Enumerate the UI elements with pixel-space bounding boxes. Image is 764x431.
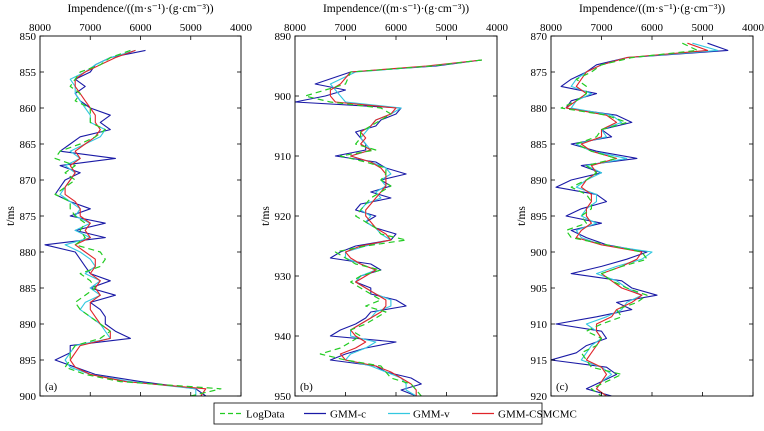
- y-tick-label: 950: [275, 391, 292, 403]
- x-tick-label: 7000: [79, 22, 102, 34]
- series-line-gmm-c: [44, 49, 207, 396]
- legend-item-gmm-c: GMM-c: [304, 409, 366, 421]
- x-tick-label: 6000: [385, 22, 408, 34]
- series-line-gmm-v: [329, 59, 482, 396]
- x-axis-title: Impendence/((m·s⁻¹)·(g·cm⁻³)): [67, 3, 213, 15]
- y-tick-label: 895: [531, 211, 548, 223]
- y-axis-title: t/ms: [260, 206, 272, 226]
- legend-label: GMM-v: [413, 409, 450, 421]
- y-tick-label: 910: [531, 319, 548, 331]
- x-tick-label: 6000: [130, 22, 153, 34]
- series-line-logdata: [54, 49, 222, 396]
- x-tick-label: 4000: [486, 22, 509, 34]
- panel-b: 8000 7000 6000 5000 4000 890 900 910 920 930 940 95…: [260, 3, 509, 403]
- y-tick-label: 920: [275, 211, 292, 223]
- x-tick-label: 5000: [180, 22, 203, 34]
- legend-item-gmm-csmcmc: GMM-CSMCMC: [472, 409, 577, 421]
- x-tick-label: 5000: [436, 22, 459, 34]
- y-tick-label: 940: [275, 331, 292, 343]
- y-tick-label: 920: [531, 391, 548, 403]
- y-tick-label: 850: [20, 31, 37, 43]
- legend-box: [213, 402, 543, 425]
- panel-a: 8000 7000 6000 5000 4000 850 855 860 865 870 875 88…: [5, 3, 253, 403]
- series-line-gmm-csmcmc: [64, 49, 207, 396]
- legend-label: GMM-c: [330, 409, 366, 421]
- y-tick-label: 880: [531, 103, 548, 115]
- y-tick-label: 900: [20, 391, 37, 403]
- y-axis-title: t/ms: [5, 206, 17, 226]
- legend-label: GMM-CSMCMC: [498, 409, 577, 421]
- y-tick-label: 910: [275, 151, 292, 163]
- y-tick-label: 870: [20, 175, 37, 187]
- y-tick-label: 885: [20, 283, 37, 295]
- x-axis-title: Impendence/((m·s⁻¹)·(g·cm⁻³)): [323, 3, 469, 15]
- y-tick-label: 865: [20, 139, 37, 151]
- legend-item-gmm-v: GMM-v: [388, 409, 450, 421]
- panels: 8000 7000 6000 5000 4000 850 855 860 865 870 875 88…: [5, 3, 764, 403]
- series-line-gmm-c: [295, 59, 482, 396]
- x-axis-title: Impendence/((m·s⁻¹)·(g·cm⁻³)): [579, 3, 725, 15]
- x-tick-label: 8000: [540, 22, 563, 34]
- x-tick-label: 4000: [230, 22, 253, 34]
- panel-label: (c): [556, 381, 569, 393]
- legend-item-logdata: LogData: [220, 409, 285, 421]
- x-tick-label: 8000: [284, 22, 307, 34]
- y-tick-label: 915: [531, 355, 548, 367]
- x-tick-label: 7000: [335, 22, 358, 34]
- x-tick-label: 4000: [742, 22, 764, 34]
- series-group: [44, 49, 222, 396]
- y-tick-label: 855: [20, 67, 37, 79]
- series-group: [295, 59, 482, 396]
- y-tick-label: 890: [531, 175, 548, 187]
- y-tick-label: 860: [20, 103, 37, 115]
- y-tick-label: 895: [20, 355, 37, 367]
- series-line-gmm-csmcmc: [565, 42, 709, 396]
- y-tick-label: 890: [20, 319, 37, 331]
- panel-label: (a): [45, 381, 58, 393]
- y-tick-label: 875: [20, 211, 37, 223]
- y-tick-label: 930: [275, 271, 292, 283]
- y-tick-label: 880: [20, 247, 37, 259]
- x-tick-label: 8000: [29, 22, 52, 34]
- panel-label: (b): [300, 381, 313, 393]
- y-tick-label: 890: [275, 31, 292, 43]
- series-group: [551, 42, 729, 396]
- series-line-gmm-c: [551, 42, 729, 396]
- y-tick-label: 885: [531, 139, 548, 151]
- x-tick-label: 7000: [591, 22, 614, 34]
- x-tick-label: 5000: [692, 22, 715, 34]
- y-axis-title: t/ms: [516, 206, 528, 226]
- y-tick-label: 900: [275, 91, 292, 103]
- series-line-gmm-v: [59, 49, 197, 396]
- legend: LogData GMM-c GMM-v GMM-CSMCMC: [213, 402, 577, 425]
- panel-c: 8000 7000 6000 5000 4000 870 875 880 885 890 895 90…: [516, 3, 764, 403]
- y-tick-label: 875: [531, 67, 548, 79]
- series-line-gmm-csmcmc: [329, 59, 482, 396]
- y-tick-label: 905: [531, 283, 548, 295]
- y-tick-label: 900: [531, 247, 548, 259]
- series-line-logdata: [560, 42, 699, 396]
- x-tick-label: 6000: [641, 22, 664, 34]
- legend-label: LogData: [246, 409, 285, 421]
- y-tick-label: 870: [531, 31, 548, 43]
